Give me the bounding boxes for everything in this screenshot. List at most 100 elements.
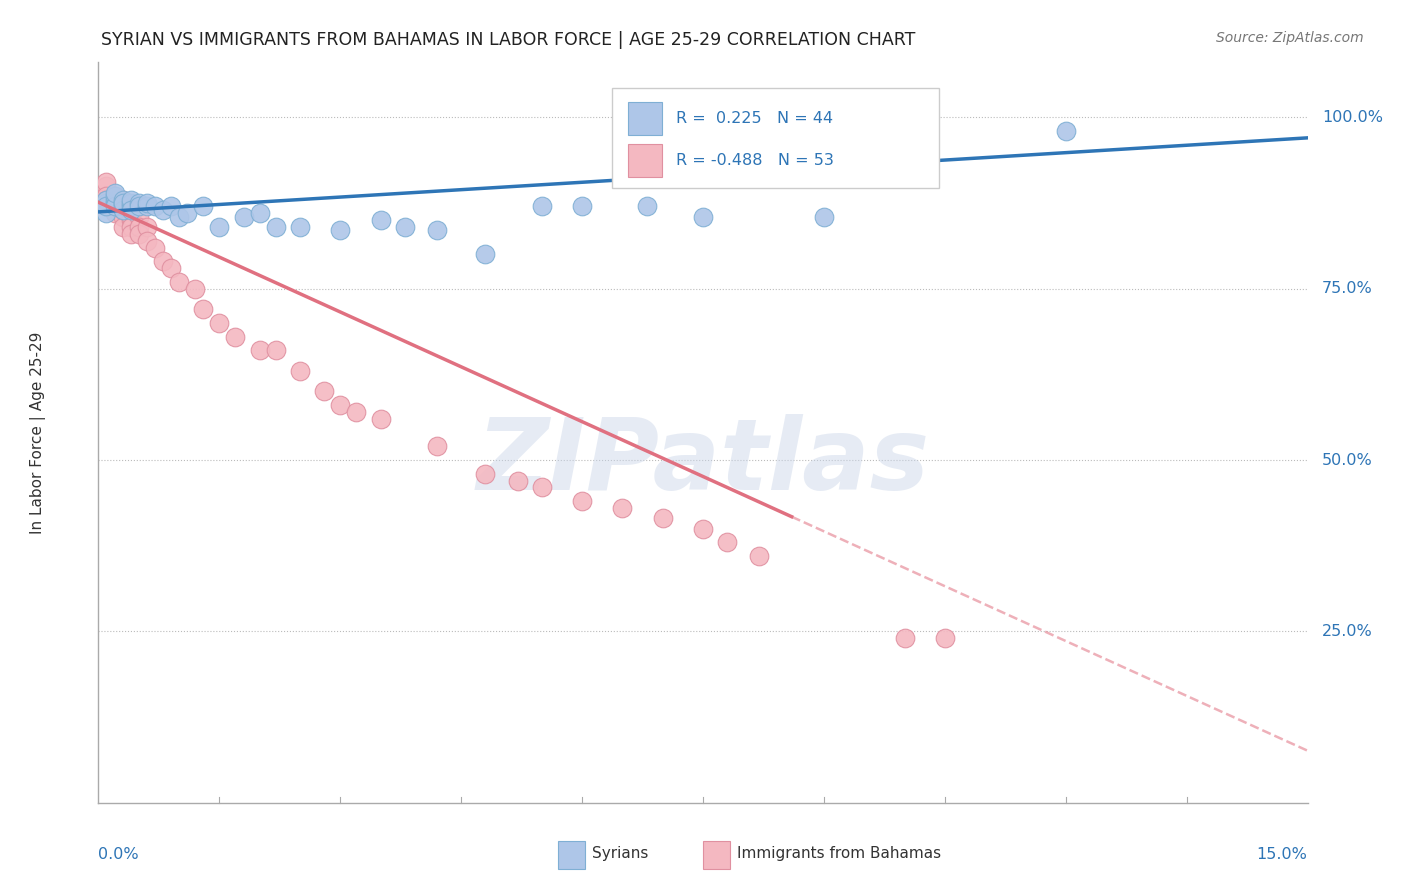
- Point: [692, 210, 714, 224]
- Point: [120, 227, 142, 241]
- Point: [143, 240, 166, 255]
- Point: [249, 206, 271, 220]
- Bar: [628, 102, 662, 135]
- Point: [135, 199, 157, 213]
- Point: [96, 199, 118, 213]
- Point: [111, 210, 134, 224]
- Point: [232, 210, 254, 224]
- Point: [111, 219, 134, 234]
- Point: [120, 210, 142, 224]
- Point: [111, 202, 134, 217]
- Point: [111, 196, 134, 211]
- Point: [571, 494, 593, 508]
- Point: [120, 196, 142, 211]
- Point: [208, 219, 231, 234]
- Point: [96, 189, 118, 203]
- Point: [120, 219, 142, 234]
- Point: [103, 199, 125, 213]
- Point: [111, 196, 134, 211]
- Text: Immigrants from Bahamas: Immigrants from Bahamas: [737, 846, 941, 861]
- Point: [160, 261, 183, 276]
- Point: [128, 219, 150, 234]
- Point: [103, 199, 125, 213]
- Point: [612, 501, 634, 516]
- Point: [506, 474, 529, 488]
- Point: [128, 199, 150, 213]
- Bar: [628, 144, 662, 177]
- Point: [152, 254, 174, 268]
- Point: [184, 282, 207, 296]
- Point: [934, 632, 956, 646]
- Text: R =  0.225   N = 44: R = 0.225 N = 44: [676, 111, 834, 126]
- Text: SYRIAN VS IMMIGRANTS FROM BAHAMAS IN LABOR FORCE | AGE 25-29 CORRELATION CHART: SYRIAN VS IMMIGRANTS FROM BAHAMAS IN LAB…: [101, 31, 915, 49]
- Point: [893, 632, 915, 646]
- Point: [120, 202, 142, 217]
- Point: [111, 199, 134, 213]
- Point: [128, 196, 150, 211]
- Text: 75.0%: 75.0%: [1322, 281, 1372, 296]
- Point: [135, 196, 157, 211]
- Point: [264, 343, 287, 358]
- Point: [530, 480, 553, 494]
- Point: [135, 234, 157, 248]
- Point: [1054, 124, 1077, 138]
- Point: [120, 199, 142, 213]
- Text: 0.0%: 0.0%: [98, 847, 139, 863]
- Point: [96, 193, 118, 207]
- Point: [314, 384, 336, 399]
- Point: [394, 219, 416, 234]
- Text: 15.0%: 15.0%: [1257, 847, 1308, 863]
- Point: [249, 343, 271, 358]
- Point: [120, 193, 142, 207]
- Point: [329, 223, 352, 237]
- Point: [103, 189, 125, 203]
- Point: [474, 467, 496, 481]
- Point: [120, 213, 142, 227]
- Point: [111, 193, 134, 207]
- Point: [636, 199, 658, 213]
- Point: [96, 175, 118, 189]
- Point: [111, 196, 134, 211]
- Point: [474, 247, 496, 261]
- Point: [288, 364, 311, 378]
- Point: [96, 199, 118, 213]
- Bar: [703, 841, 730, 870]
- Point: [111, 199, 134, 213]
- Point: [96, 206, 118, 220]
- Point: [530, 199, 553, 213]
- Point: [111, 206, 134, 220]
- Point: [370, 213, 392, 227]
- Point: [103, 196, 125, 211]
- Point: [96, 178, 118, 193]
- Point: [208, 316, 231, 330]
- Point: [264, 219, 287, 234]
- Point: [143, 199, 166, 213]
- Text: 25.0%: 25.0%: [1322, 624, 1372, 639]
- Point: [288, 219, 311, 234]
- Point: [103, 189, 125, 203]
- Point: [329, 398, 352, 412]
- FancyBboxPatch shape: [613, 88, 939, 188]
- Point: [176, 206, 198, 220]
- Text: ZIPatlas: ZIPatlas: [477, 414, 929, 511]
- Point: [96, 193, 118, 207]
- Point: [571, 199, 593, 213]
- Point: [748, 549, 770, 563]
- Text: 50.0%: 50.0%: [1322, 452, 1372, 467]
- Point: [193, 199, 215, 213]
- Point: [103, 193, 125, 207]
- Text: In Labor Force | Age 25-29: In Labor Force | Age 25-29: [30, 332, 46, 533]
- Point: [344, 405, 367, 419]
- Point: [96, 196, 118, 211]
- Point: [160, 199, 183, 213]
- Point: [651, 511, 673, 525]
- Point: [224, 329, 246, 343]
- Point: [152, 202, 174, 217]
- Point: [426, 439, 449, 453]
- Bar: [558, 841, 585, 870]
- Point: [111, 202, 134, 217]
- Point: [135, 219, 157, 234]
- Point: [103, 206, 125, 220]
- Text: Source: ZipAtlas.com: Source: ZipAtlas.com: [1216, 31, 1364, 45]
- Point: [128, 210, 150, 224]
